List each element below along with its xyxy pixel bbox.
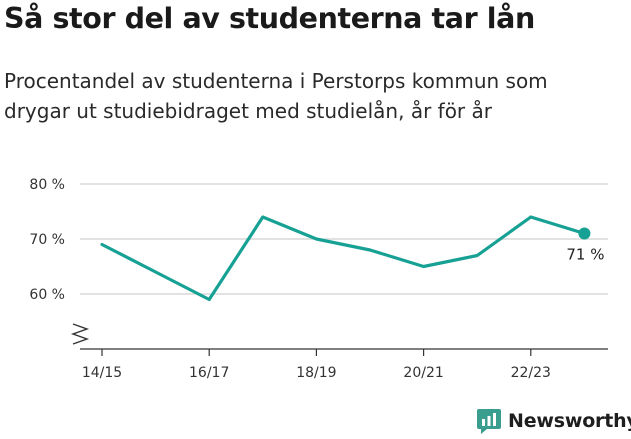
- x-tick-label: 18/19: [296, 365, 336, 381]
- y-tick-label: 60 %: [29, 287, 65, 303]
- subtitle-line-2: drygar ut studiebidraget med studielån, …: [4, 99, 492, 123]
- data-labels: 71 %: [566, 246, 604, 264]
- chart-subtitle: Procentandel av studenterna i Perstorps …: [4, 66, 624, 126]
- x-axis: [70, 323, 608, 356]
- y-tick-labels: 60 % 70 % 80 %: [29, 177, 65, 303]
- newsworthy-brand: Newsworthy: [476, 407, 631, 435]
- axis-break-icon: [70, 323, 90, 345]
- newsworthy-logo-icon: [477, 409, 501, 434]
- brand-name: Newsworthy: [508, 410, 631, 432]
- y-tick-label: 80 %: [29, 177, 65, 193]
- series: [100, 215, 591, 302]
- y-tick-label: 70 %: [29, 232, 65, 248]
- x-tick-label: 16/17: [189, 365, 229, 381]
- chart-title: Så stor del av studenterna tar lån: [4, 2, 535, 35]
- end-point-marker: [578, 227, 591, 240]
- x-tick-label: 14/15: [82, 365, 122, 381]
- x-tick-label: 20/21: [403, 365, 443, 381]
- series-line: [100, 215, 587, 302]
- x-tick-label: 22/23: [511, 365, 551, 381]
- gridlines: [80, 183, 608, 295]
- x-tick-labels: 14/15 16/17 18/19 20/21 22/23: [82, 365, 551, 381]
- end-value-label: 71 %: [566, 246, 604, 264]
- subtitle-line-1: Procentandel av studenterna i Perstorps …: [4, 69, 548, 93]
